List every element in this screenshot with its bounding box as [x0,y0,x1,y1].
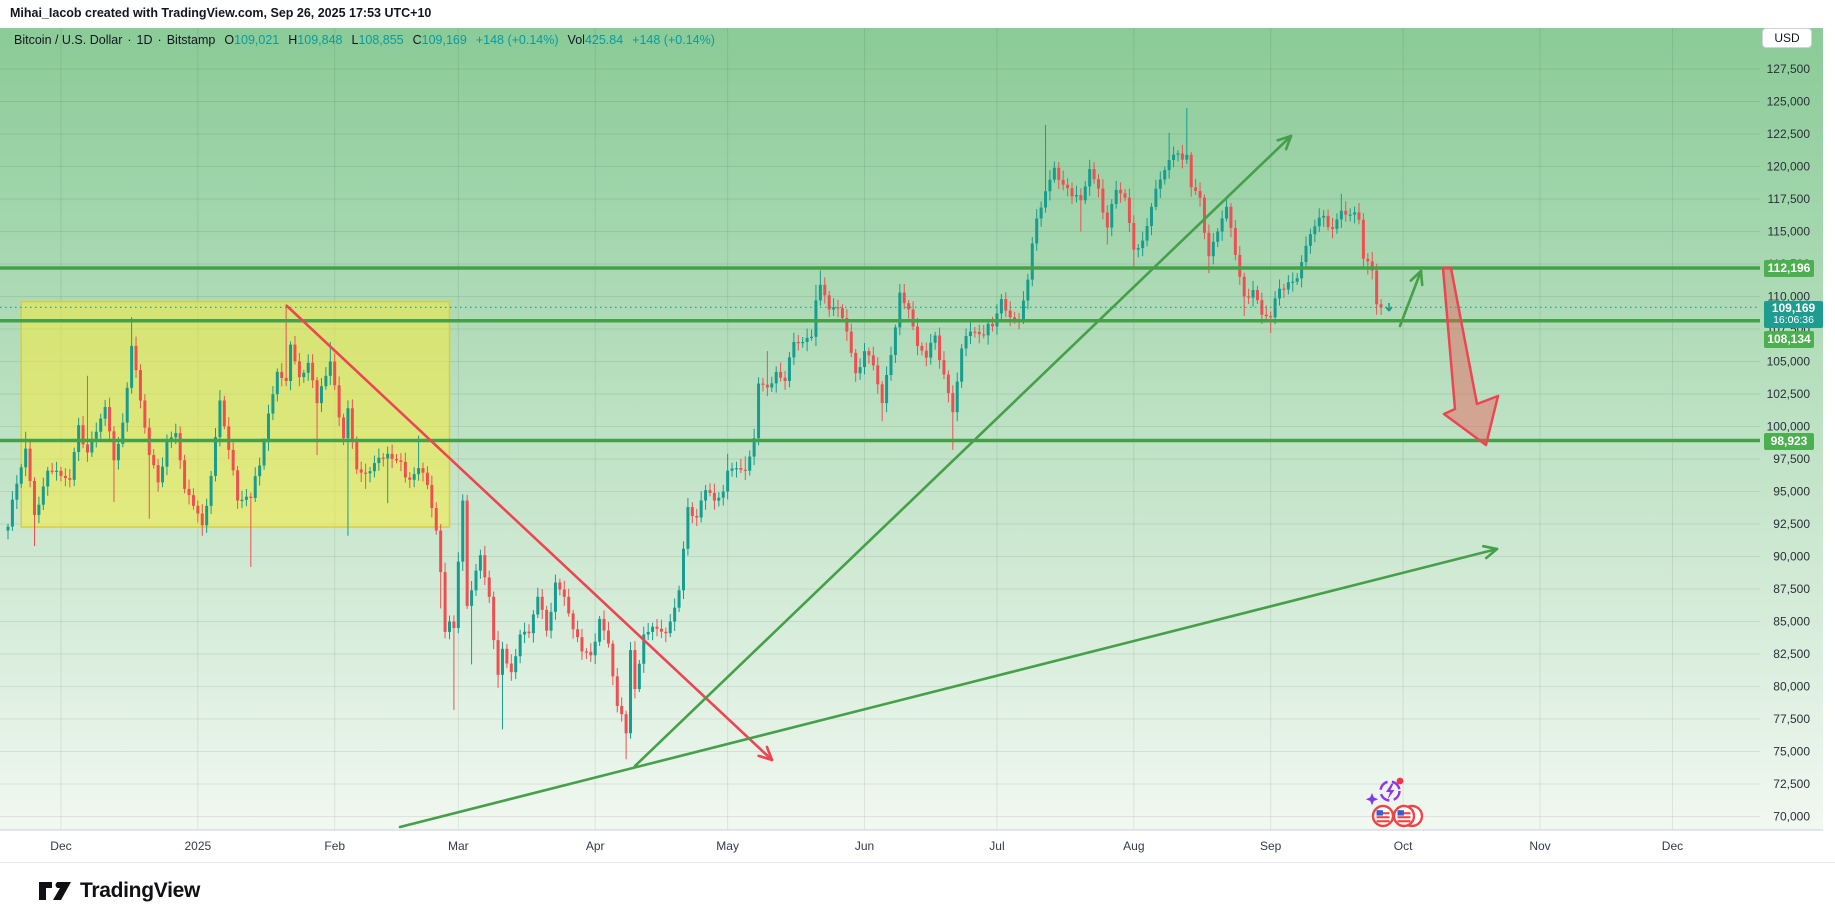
time-tick-label: Sep [1260,839,1282,853]
price-tick-label: 80,000 [1773,680,1810,694]
time-tick-label: Nov [1529,839,1550,853]
low-label: L [351,33,359,47]
time-tick-label: Dec [1662,839,1683,853]
price-line-label-resistance: 112,196 [1764,259,1814,277]
downtrend-arrow[interactable] [285,304,774,762]
currency-toggle-button[interactable]: USD [1762,28,1812,48]
right-margin [1823,0,1835,917]
legend-separator: · [127,33,132,47]
tradingview-wordmark[interactable]: TradingView [80,878,201,902]
price-tick-label: 92,500 [1773,517,1810,531]
volume-change-value: +148 (+0.14%) [632,33,715,47]
symbol-name[interactable]: Bitcoin / U.S. Dollar [14,33,123,47]
time-tick-label: Mar [448,839,469,853]
time-axis[interactable]: Dec 2025 Feb Mar Apr May Jun Jul Aug Sep Oct Nov Dec [50,839,1683,853]
price-tick-label: 102,500 [1767,387,1811,401]
time-tick-label: 2025 [184,839,211,853]
price-tick-label: 90,000 [1773,550,1810,564]
price-line-label-support-mid: 108,134 [1764,330,1814,348]
high-label: H [288,33,298,47]
currency-label: USD [1774,31,1800,45]
horizontal-price-lines[interactable] [0,266,1760,443]
current-close-marker [1385,303,1393,312]
price-tick-label: 122,500 [1767,127,1811,141]
time-tick-label: Apr [586,839,605,853]
change-value: +148 (+0.14%) [475,33,559,47]
price-tick-label: 100,000 [1767,420,1811,434]
price-tick-label: 120,000 [1767,160,1811,174]
price-tick-label: 85,000 [1773,615,1810,629]
time-axis-band[interactable] [0,830,1823,862]
price-tick-label: 72,500 [1773,777,1810,791]
price-line-label-support-low: 98,923 [1764,432,1814,450]
current-price-value: 109,169 [1771,301,1816,315]
time-tick-label: May [716,839,739,853]
attribution-bar: Mihai_Iacob created with TradingView.com… [0,0,1835,28]
bar-countdown: 16:06:36 [1773,314,1814,326]
price-tick-label: 95,000 [1773,485,1810,499]
price-tick-label: 77,500 [1773,712,1810,726]
price-tick-label: 105,000 [1767,355,1811,369]
price-tick-label: 110,000 [1768,290,1811,304]
price-tick-label: 97,500 [1773,452,1810,466]
time-tick-label: Dec [50,839,71,853]
uptrend-arrow-shallow[interactable] [398,544,1499,829]
price-tick-label: 115,000 [1768,225,1811,239]
bounce-arrow-small[interactable] [1398,269,1424,328]
highlight-rectangle[interactable] [20,300,451,528]
big-red-down-arrow[interactable] [1441,266,1500,447]
exchange-name[interactable]: Bitstamp [166,33,216,47]
volume-value: 425.84 [584,33,624,47]
symbol-legend[interactable]: Bitcoin / U.S. Dollar · 1D · Bitstamp O109,02… [14,33,715,47]
trend-arrows[interactable] [285,134,1499,829]
price-axis[interactable]: 70,000 72,500 75,000 77,500 80,000 82,500 85,0… [1767,62,1811,824]
uptrend-arrow-steep[interactable] [633,134,1293,768]
price-tick-label: 87,500 [1773,582,1810,596]
price-tick-label: 75,000 [1773,745,1810,759]
legend-separator: · [157,33,162,47]
current-price-label: 109,169 16:06:36 [1764,301,1823,328]
interval-value[interactable]: 1D [136,33,153,47]
low-value: 108,855 [358,33,404,47]
price-tick-label: 125,000 [1767,95,1811,109]
candlesticks [6,108,1383,760]
time-tick-label: Oct [1394,839,1413,853]
open-label: O [224,33,235,47]
price-tick-label: 127,500 [1767,62,1811,76]
price-tick-label: 82,500 [1773,647,1810,661]
gridlines [0,28,1760,830]
time-tick-label: Aug [1123,839,1144,853]
tradingview-logo-icon[interactable] [38,878,72,904]
attribution-text: Mihai_Iacob created with TradingView.com… [10,6,432,20]
price-tick-label: 117,500 [1768,192,1811,206]
volume-label: Vol [567,33,585,47]
time-tick-label: Jul [989,839,1004,853]
price-tick-label: 70,000 [1773,810,1810,824]
high-value: 109,848 [297,33,343,47]
open-value: 109,021 [234,33,280,47]
close-label: C [412,33,422,47]
footer-bar: TradingView [0,862,1835,918]
time-tick-label: Jun [855,839,874,853]
close-value: 109,169 [421,33,467,47]
time-tick-label: Feb [324,839,345,853]
